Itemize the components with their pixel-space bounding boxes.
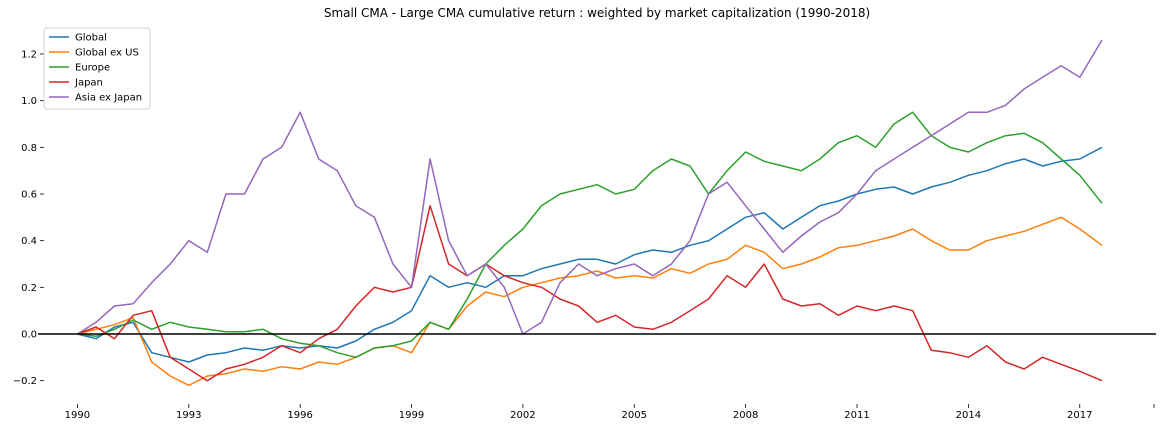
chart-title: Small CMA - Large CMA cumulative return … bbox=[324, 6, 870, 20]
legend-label: Global ex US bbox=[75, 48, 139, 59]
series-line-europe bbox=[77, 111, 1103, 359]
x-tick-label: 2008 bbox=[733, 410, 758, 421]
plot-area bbox=[38, 39, 1156, 387]
y-tick-label: 0.6 bbox=[21, 190, 37, 201]
x-tick-label: 2005 bbox=[622, 410, 647, 421]
y-axis: −0.2 0.0 0.2 0.4 0.6 0.8 1.0 1.2 bbox=[13, 50, 44, 387]
legend-label: Global bbox=[75, 33, 107, 44]
x-axis: 1990 1993 1996 1999 2002 2005 2008 2011 2014 2017 bbox=[65, 404, 1155, 421]
legend-label: Asia ex Japan bbox=[75, 93, 142, 104]
x-tick-label: 2002 bbox=[510, 410, 535, 421]
y-tick-label: −0.2 bbox=[13, 376, 37, 387]
legend-label: Europe bbox=[75, 63, 110, 74]
series-line-global-ex-us bbox=[77, 216, 1103, 387]
y-tick-label: 1.2 bbox=[21, 50, 37, 61]
legend-box bbox=[43, 27, 151, 110]
legend-label: Japan bbox=[74, 78, 103, 89]
legend: Global Global ex US Europe Japan Asia ex Jap… bbox=[43, 27, 151, 110]
x-tick-label: 2011 bbox=[844, 410, 869, 421]
x-tick-label: 1990 bbox=[65, 410, 90, 421]
x-tick-label: 2017 bbox=[1067, 410, 1092, 421]
x-tick-label: 2014 bbox=[956, 410, 981, 421]
series-line-global bbox=[77, 146, 1103, 363]
x-tick-label: 1996 bbox=[287, 410, 312, 421]
series-line-japan bbox=[77, 204, 1103, 382]
x-tick-label: 1993 bbox=[176, 410, 201, 421]
series-line-asia-ex-japan bbox=[77, 39, 1103, 335]
x-tick-label: 1999 bbox=[399, 410, 424, 421]
y-tick-label: 0.4 bbox=[21, 236, 37, 247]
y-tick-label: 0.8 bbox=[21, 143, 37, 154]
y-tick-label: 1.0 bbox=[21, 96, 37, 107]
y-tick-label: 0.0 bbox=[21, 330, 37, 341]
y-tick-label: 0.2 bbox=[21, 283, 37, 294]
series-lines bbox=[77, 39, 1103, 387]
